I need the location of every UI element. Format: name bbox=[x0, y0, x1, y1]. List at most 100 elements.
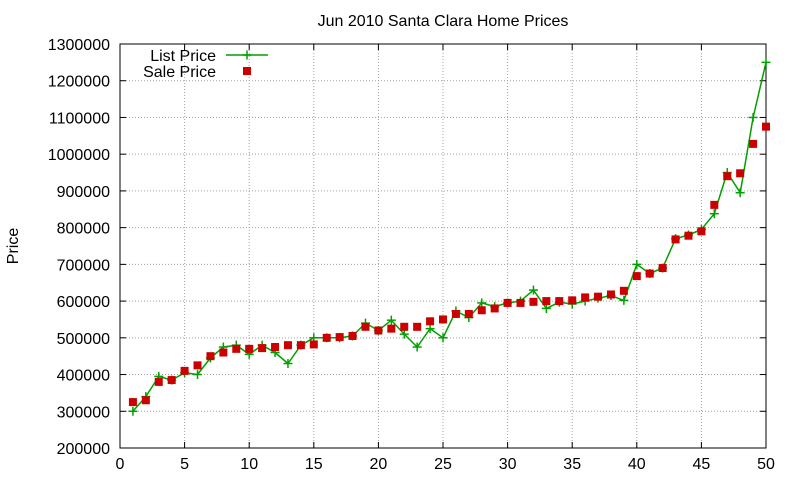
list-price-point bbox=[528, 285, 538, 295]
list-price-point bbox=[761, 57, 771, 67]
legend-label-list-price: List Price bbox=[150, 48, 216, 65]
sale-price-point bbox=[283, 341, 292, 350]
sale-price-point bbox=[749, 139, 758, 148]
list-price-point bbox=[438, 333, 448, 343]
list-price-point bbox=[399, 329, 409, 339]
sale-price-point bbox=[167, 376, 176, 385]
list-price-point bbox=[748, 112, 758, 122]
sale-price-point bbox=[219, 348, 228, 357]
sale-price-point bbox=[581, 293, 590, 302]
sale-price-point bbox=[568, 296, 577, 305]
list-price-point bbox=[386, 315, 396, 325]
y-tick-label: 1000000 bbox=[48, 147, 110, 164]
y-tick-label: 1200000 bbox=[48, 74, 110, 91]
sale-price-point bbox=[710, 200, 719, 209]
sale-price-point bbox=[180, 366, 189, 375]
sale-price-point bbox=[245, 344, 254, 353]
y-tick-label: 600000 bbox=[57, 294, 110, 311]
chart-title: Jun 2010 Santa Clara Home Prices bbox=[318, 13, 569, 30]
y-tick-label: 300000 bbox=[57, 404, 110, 421]
list-price-point bbox=[477, 298, 487, 308]
sale-price-point bbox=[542, 297, 551, 306]
list-price-point bbox=[193, 370, 203, 380]
sale-price-point bbox=[271, 343, 280, 351]
y-tick-label: 400000 bbox=[57, 368, 110, 385]
sale-price-point bbox=[723, 172, 732, 181]
sale-price-point bbox=[322, 333, 331, 342]
y-tick-label: 500000 bbox=[57, 331, 110, 348]
grid bbox=[120, 44, 766, 448]
sale-price-point bbox=[361, 322, 370, 331]
sale-price-point bbox=[619, 286, 628, 295]
sale-price-point bbox=[193, 361, 202, 370]
list-price-point bbox=[128, 406, 138, 416]
y-tick-label: 900000 bbox=[57, 184, 110, 201]
x-tick-label: 50 bbox=[757, 456, 775, 473]
x-tick-label: 10 bbox=[240, 456, 258, 473]
x-tick-label: 25 bbox=[434, 456, 452, 473]
legend-swatch-sale-price bbox=[243, 67, 251, 75]
sale-price-point bbox=[645, 269, 654, 278]
x-tick-label: 20 bbox=[370, 456, 388, 473]
x-tick-label: 30 bbox=[499, 456, 517, 473]
sale-price-point bbox=[555, 297, 564, 306]
sale-price-point bbox=[258, 344, 267, 353]
axis-ticks bbox=[119, 43, 767, 449]
sale-price-point bbox=[697, 227, 706, 236]
sale-price-point bbox=[451, 309, 460, 318]
y-tick-label: 800000 bbox=[57, 221, 110, 238]
x-tick-label: 35 bbox=[563, 456, 581, 473]
list-price-point bbox=[735, 188, 745, 198]
y-tick-label: 1300000 bbox=[48, 37, 110, 54]
sale-price-point bbox=[413, 322, 422, 331]
sale-price-point bbox=[374, 326, 383, 335]
sale-price-point bbox=[632, 272, 641, 281]
legend-marker bbox=[243, 67, 251, 75]
y-axis-label: Price bbox=[5, 228, 22, 265]
legend: List Price Sale Price bbox=[143, 48, 268, 81]
sale-price-point bbox=[762, 122, 770, 131]
list-price-point bbox=[412, 342, 422, 352]
legend-label-sale-price: Sale Price bbox=[143, 64, 216, 81]
y-tick-label: 200000 bbox=[57, 441, 110, 458]
sale-price-point bbox=[606, 290, 615, 299]
list-price-point bbox=[632, 259, 642, 269]
sale-price-point bbox=[736, 169, 745, 178]
y-tick-label: 700000 bbox=[57, 257, 110, 274]
x-tick-label: 45 bbox=[693, 456, 711, 473]
plot-series bbox=[128, 57, 771, 416]
list-price-point bbox=[425, 324, 435, 334]
sale-price-point bbox=[232, 344, 241, 353]
sale-price-point bbox=[296, 341, 305, 350]
tick-labels: 0 5 10 15 20 25 30 35 40 45 50 200000 300000 400000 50… bbox=[48, 37, 775, 473]
list-price-point bbox=[283, 359, 293, 369]
list-price-point bbox=[619, 295, 629, 305]
x-tick-label: 15 bbox=[305, 456, 323, 473]
sale-price-point bbox=[141, 396, 150, 405]
sale-price-point bbox=[387, 324, 396, 333]
x-tick-label: 40 bbox=[628, 456, 646, 473]
x-tick-label: 0 bbox=[116, 456, 125, 473]
y-tick-label: 1100000 bbox=[49, 110, 110, 127]
sale-price-point bbox=[335, 333, 344, 342]
legend-swatch-list-price bbox=[226, 50, 268, 60]
sale-price-point bbox=[426, 317, 435, 326]
sale-price-point bbox=[490, 304, 499, 313]
sale-price-point bbox=[684, 231, 693, 240]
sale-price-point bbox=[309, 340, 318, 349]
sale-price-point bbox=[439, 315, 447, 324]
sale-price-point bbox=[594, 292, 603, 301]
sale-price-point bbox=[516, 298, 525, 307]
sale-price-point bbox=[671, 235, 680, 244]
list-price-point bbox=[709, 209, 719, 219]
sale-price-point bbox=[348, 331, 357, 340]
sale-price-point bbox=[128, 398, 137, 407]
sale-price-point bbox=[477, 306, 486, 315]
sale-price-point bbox=[206, 352, 215, 361]
sale-price-point bbox=[464, 309, 473, 318]
list-price-point bbox=[541, 303, 551, 313]
sale-price-point bbox=[400, 322, 409, 331]
sale-price-point bbox=[529, 297, 538, 306]
sale-price-point bbox=[154, 377, 163, 386]
